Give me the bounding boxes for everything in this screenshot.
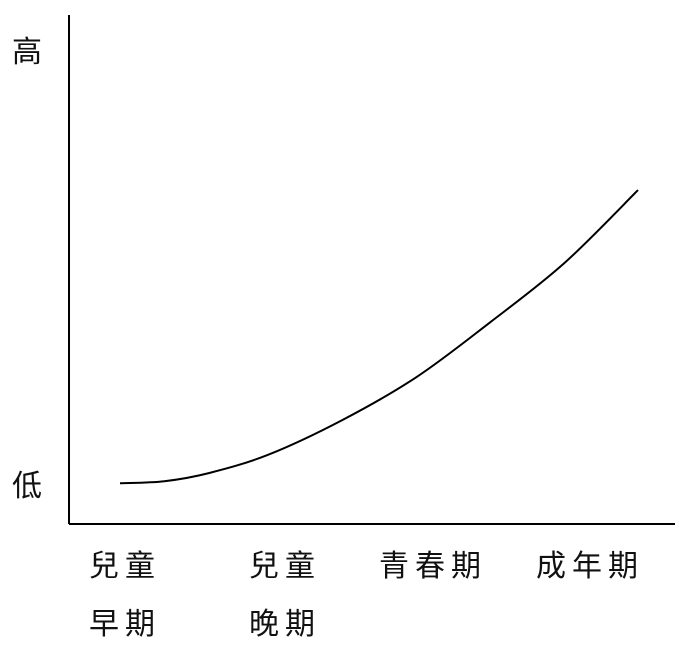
series-line <box>119 189 639 485</box>
x-tick-label: 成年期 <box>536 549 644 584</box>
x-tick-label: 兒童 晚期 <box>249 549 321 642</box>
x-tick-label: 青春期 <box>379 549 487 584</box>
y-axis-high-label: 高 <box>12 35 42 70</box>
x-tick-label: 兒童 早期 <box>89 549 161 642</box>
y-axis-low-label: 低 <box>12 469 42 504</box>
